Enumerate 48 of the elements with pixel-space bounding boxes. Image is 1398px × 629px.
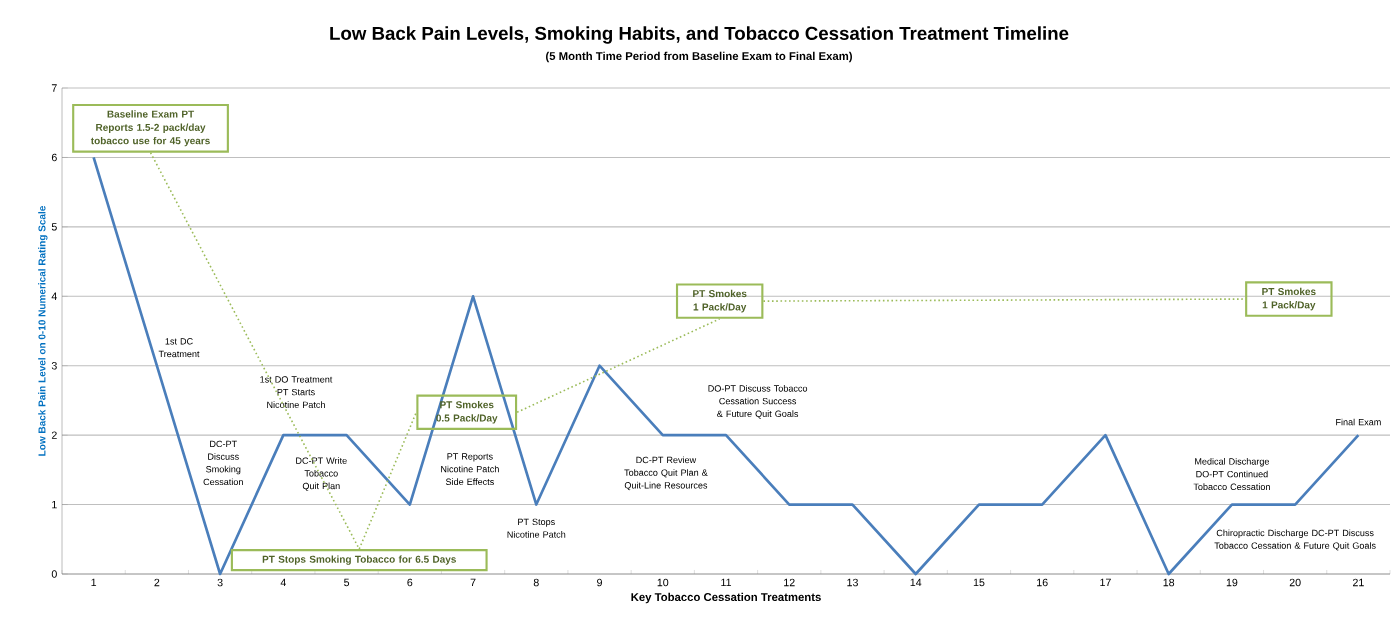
annotation: DC-PT Review Tobacco Quit Plan & Quit-Line Resources xyxy=(624,456,708,491)
annotation: DC-PT Write Tobacco Quit Plan xyxy=(296,457,347,491)
x-tick-label: 18 xyxy=(1163,578,1175,587)
y-tick-label: 5 xyxy=(51,223,57,231)
y-tick-label: 2 xyxy=(51,431,57,439)
annotation: PT Reports Nicotine Patch Side Effects xyxy=(441,453,499,485)
x-tick-label: 20 xyxy=(1289,578,1301,587)
y-tick-label: 4 xyxy=(51,292,57,300)
x-tick-label: 17 xyxy=(1100,578,1111,587)
x-tick-label: 21 xyxy=(1353,578,1364,587)
y-tick-label: 3 xyxy=(51,361,57,370)
annotation: Medical Discharge DO-PT Continued Tobacco Cessation xyxy=(1193,458,1270,491)
x-tick-label: 9 xyxy=(597,578,602,587)
x-tick-label: 3 xyxy=(217,578,223,587)
x-tick-label: 10 xyxy=(657,578,669,587)
annotation: DO-PT Discuss Tobacco Cessation Success & Future Quit Goals xyxy=(708,385,808,419)
annotation: Baseline Exam PT Reports 1.5-2 pack/day tobacco use for 45 years xyxy=(90,110,210,147)
x-tick-label: 6 xyxy=(407,578,413,587)
annotation: PT Stops Nicotine Patch xyxy=(507,518,566,538)
x-axis-title: Key Tobacco Cessation Treatments xyxy=(631,592,821,604)
annotation: PT Smokes 1 Pack/Day xyxy=(693,289,747,313)
x-tick-label: 11 xyxy=(721,578,732,587)
annotation: Chiropractic Discharge DC-PT Discuss Tobacco Cessation & Future Quit Goals xyxy=(1214,529,1376,551)
annotation: PT Smokes 1 Pack/Day xyxy=(1262,287,1316,311)
x-tick-label: 7 xyxy=(470,578,476,587)
x-tick-label: 15 xyxy=(973,578,985,587)
y-tick-label: 1 xyxy=(52,500,57,509)
x-tick-label: 16 xyxy=(1037,578,1048,587)
y-axis-title: Low Back Pain Level on 0-10 Numerical Rating Scale xyxy=(38,206,48,456)
y-tick-label: 7 xyxy=(51,84,57,92)
x-tick-label: 2 xyxy=(154,578,160,587)
annotation: 1st DO Treatment PT Starts Nicotine Patch xyxy=(260,376,333,408)
chart-subtitle: (5 Month Time Period from Baseline Exam to Final Exam) xyxy=(546,51,852,63)
chart-title: Low Back Pain Levels, Smoking Habits, and Tobacco Cessation Treatment Timeline xyxy=(330,26,1069,44)
y-tick-label: 6 xyxy=(51,153,57,162)
y-tick-label: 0 xyxy=(51,570,57,578)
x-tick-label: 1 xyxy=(91,578,97,587)
x-tick-label: 14 xyxy=(910,578,922,587)
x-tick-label: 8 xyxy=(533,578,539,587)
annotation: PT Stops Smoking Tobacco for 6.5 Days xyxy=(262,555,456,565)
x-tick-label: 19 xyxy=(1226,578,1238,587)
annotation: 1st DC Treatment xyxy=(158,338,200,358)
annotation: DC-PT Discuss Smoking Cessation xyxy=(203,440,243,486)
x-tick-label: 12 xyxy=(784,578,795,587)
x-tick-label: 4 xyxy=(280,578,286,587)
annotation: Final Exam xyxy=(1336,418,1381,426)
x-tick-label: 5 xyxy=(344,578,350,587)
x-tick-label: 13 xyxy=(847,578,858,587)
